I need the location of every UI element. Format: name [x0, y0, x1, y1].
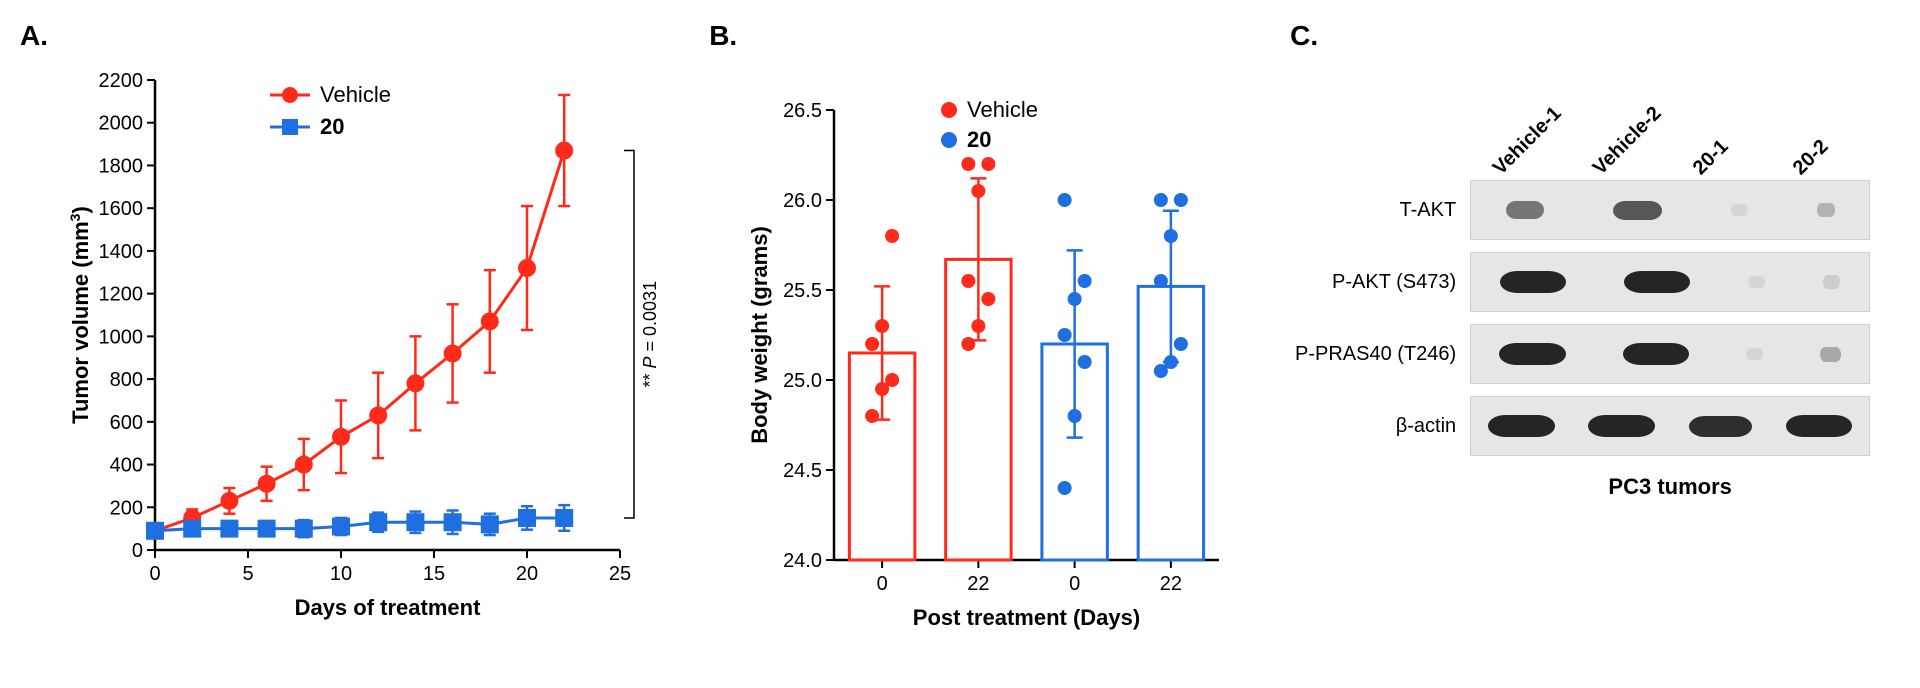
- blot-row-label: P-AKT (S473): [1290, 271, 1470, 294]
- blot-row-label: β-actin: [1290, 415, 1470, 438]
- svg-text:2000: 2000: [99, 113, 144, 135]
- svg-text:Vehicle: Vehicle: [967, 97, 1038, 122]
- svg-text:Tumor volume (mm3): Tumor volume (mm3): [67, 206, 93, 424]
- svg-text:22: 22: [1160, 573, 1182, 595]
- svg-text:200: 200: [110, 497, 143, 519]
- blot-band: [1588, 415, 1655, 437]
- lane-label: 20-1: [1689, 135, 1734, 180]
- blot-row-label: T-AKT: [1290, 199, 1470, 222]
- svg-text:5: 5: [242, 563, 253, 585]
- blot-band: [1500, 271, 1567, 293]
- svg-text:600: 600: [110, 412, 143, 434]
- svg-text:26.5: 26.5: [783, 100, 822, 122]
- svg-text:24.0: 24.0: [783, 550, 822, 572]
- svg-text:10: 10: [330, 563, 352, 585]
- panel-c-label: C.: [1290, 20, 1318, 52]
- svg-text:Vehicle: Vehicle: [320, 82, 391, 107]
- blot-strip: [1470, 180, 1870, 240]
- blot-band: [1624, 271, 1691, 293]
- svg-text:25.0: 25.0: [783, 370, 822, 392]
- blot-row-label: P-PRAS40 (T246): [1290, 343, 1470, 366]
- tumor-volume-chart: 0200400600800100012001400160018002000220…: [60, 50, 680, 650]
- svg-text:1600: 1600: [99, 198, 144, 220]
- svg-text:Days of treatment: Days of treatment: [295, 595, 482, 620]
- blot-band: [1613, 201, 1662, 220]
- blot-band: [1746, 348, 1764, 360]
- svg-text:24.5: 24.5: [783, 460, 822, 482]
- blot-band: [1499, 343, 1566, 365]
- svg-text:20: 20: [320, 114, 344, 139]
- svg-text:Body weight (grams): Body weight (grams): [747, 226, 772, 444]
- blot-strip: [1470, 252, 1870, 312]
- panel-c: C. Vehicle-1 Vehicle-2 20-1 20-2 T-AKT P-AKT…: [1290, 20, 1900, 660]
- panel-b: B. 24.0 24.5 25.0 25.5 26.0 26.5 0 22 0 22 Post tr…: [709, 20, 1250, 660]
- body-weight-chart: 24.0 24.5 25.0 25.5 26.0 26.5 0 22 0 22 Post treat…: [739, 80, 1259, 660]
- blot-strip: [1470, 324, 1870, 384]
- svg-text:400: 400: [110, 455, 143, 477]
- lane-label: Vehicle-1: [1489, 102, 1567, 180]
- svg-text:1800: 1800: [99, 155, 144, 177]
- lane-labels: Vehicle-1 Vehicle-2 20-1 20-2: [1470, 90, 1870, 180]
- blot-band: [1786, 415, 1853, 437]
- svg-text:20: 20: [967, 127, 991, 152]
- svg-text:2200: 2200: [99, 70, 144, 92]
- blot-band: [1748, 276, 1766, 288]
- panel-b-label: B.: [709, 20, 737, 52]
- svg-text:0: 0: [132, 540, 143, 562]
- blot-xlabel: PC3 tumors: [1470, 474, 1870, 500]
- blot-band: [1488, 415, 1555, 437]
- blot-row: P-PRAS40 (T246): [1290, 324, 1900, 384]
- blot-band: [1623, 343, 1690, 365]
- lane-label: Vehicle-2: [1589, 102, 1667, 180]
- svg-text:1200: 1200: [99, 284, 144, 306]
- blot-band: [1689, 416, 1752, 437]
- blot-strip: [1470, 396, 1870, 456]
- svg-text:22: 22: [967, 573, 989, 595]
- western-blot: Vehicle-1 Vehicle-2 20-1 20-2 T-AKT P-AKT (S…: [1290, 90, 1900, 500]
- blot-band: [1817, 203, 1835, 218]
- svg-text:1000: 1000: [99, 326, 144, 348]
- blot-row: P-AKT (S473): [1290, 252, 1900, 312]
- svg-text:20: 20: [516, 563, 538, 585]
- svg-text:25: 25: [609, 563, 631, 585]
- svg-text:800: 800: [110, 369, 143, 391]
- svg-text:Post treatment (Days): Post treatment (Days): [913, 605, 1140, 630]
- svg-text:26.0: 26.0: [783, 190, 822, 212]
- blot-row: T-AKT: [1290, 180, 1900, 240]
- svg-text:15: 15: [423, 563, 445, 585]
- blot-row: β-actin: [1290, 396, 1900, 456]
- blot-band: [1820, 347, 1841, 362]
- blot-band: [1823, 275, 1841, 288]
- panel-a-label: A.: [20, 20, 48, 52]
- svg-text:0: 0: [149, 563, 160, 585]
- svg-text:0: 0: [1069, 573, 1080, 595]
- svg-text:** P = 0.0031: ** P = 0.0031: [640, 281, 660, 388]
- svg-text:1400: 1400: [99, 241, 144, 263]
- svg-text:0: 0: [877, 573, 888, 595]
- blot-band: [1731, 204, 1749, 216]
- blot-rows: T-AKT P-AKT (S473) P-PRAS40 (T246) β-actin: [1290, 180, 1900, 456]
- panel-a: A. 0200400600800100012001400160018002000…: [20, 20, 669, 660]
- lane-label: 20-2: [1789, 135, 1834, 180]
- blot-band: [1506, 201, 1545, 219]
- svg-text:25.5: 25.5: [783, 280, 822, 302]
